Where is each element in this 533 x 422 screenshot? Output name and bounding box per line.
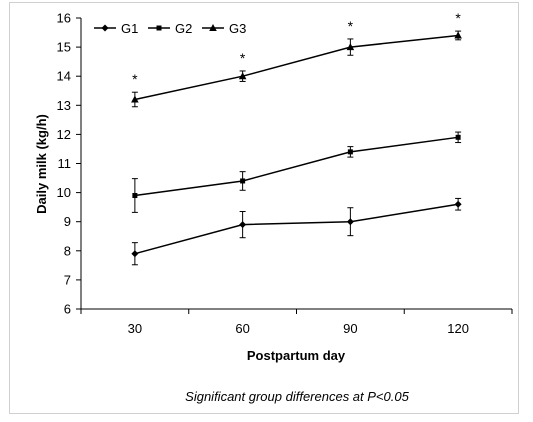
y-tick-label: 6	[64, 302, 71, 317]
significance-note: Significant group differences at P<0.05	[185, 389, 409, 404]
legend-label-g1: G1	[121, 21, 138, 36]
series-g3	[131, 30, 462, 108]
legend-item-g2: G2	[148, 21, 192, 36]
data-point-g1	[131, 250, 139, 258]
x-ticks: 30 60 90 120	[80, 309, 513, 336]
legend-marker-g1	[101, 24, 109, 32]
series-line-g3	[134, 34, 459, 101]
significance-asterisk: *	[455, 10, 461, 26]
data-point-g3	[238, 72, 247, 80]
series-line-g1	[134, 203, 459, 255]
y-tick-label: 7	[64, 272, 71, 287]
chart-frame	[9, 2, 519, 414]
legend-item-g3: G3	[202, 21, 246, 36]
data-point-g2	[347, 149, 353, 155]
legend-marker-g2	[156, 25, 162, 31]
significance-asterisk: *	[132, 71, 138, 87]
series-g1	[131, 197, 462, 266]
y-tick-label: 13	[57, 98, 71, 113]
legend-label-g3: G3	[229, 21, 246, 36]
y-ticks: 6 7 8 9 10 11 12 13 14 15 16	[57, 11, 81, 317]
y-tick-label: 14	[57, 69, 71, 84]
series-group	[131, 30, 462, 266]
data-point-g2	[132, 193, 138, 199]
data-point-g3	[454, 31, 462, 39]
data-point-g1	[346, 218, 354, 226]
data-point-g2	[240, 178, 246, 184]
data-point-g1	[454, 200, 462, 208]
significance-markers: * * * *	[132, 10, 461, 87]
data-point-g3	[131, 95, 139, 103]
x-tick-label: 60	[235, 321, 249, 336]
y-tick-label: 10	[57, 185, 71, 200]
x-tick-label: 30	[128, 321, 142, 336]
x-tick-label: 90	[343, 321, 357, 336]
series-line-g2	[134, 136, 459, 197]
y-tick-label: 9	[64, 214, 71, 229]
data-point-g1	[239, 221, 247, 229]
series-g2	[131, 131, 462, 213]
y-axis-title: Daily milk (kg/h)	[34, 114, 49, 214]
legend: G1 G2 G3	[94, 21, 246, 36]
y-tick-label: 15	[57, 40, 71, 55]
data-point-g3	[346, 43, 355, 51]
legend-marker-g3	[209, 24, 217, 31]
y-tick-label: 16	[57, 11, 71, 26]
y-tick-label: 11	[58, 156, 72, 171]
y-tick-label: 12	[57, 127, 71, 142]
legend-label-g2: G2	[175, 21, 192, 36]
x-axis-title: Postpartum day	[247, 348, 346, 363]
data-point-g2	[455, 134, 461, 140]
y-tick-label: 8	[64, 243, 71, 258]
significance-asterisk: *	[348, 18, 354, 34]
x-tick-label: 120	[447, 321, 469, 336]
legend-item-g1: G1	[94, 21, 138, 36]
significance-asterisk: *	[240, 50, 246, 66]
